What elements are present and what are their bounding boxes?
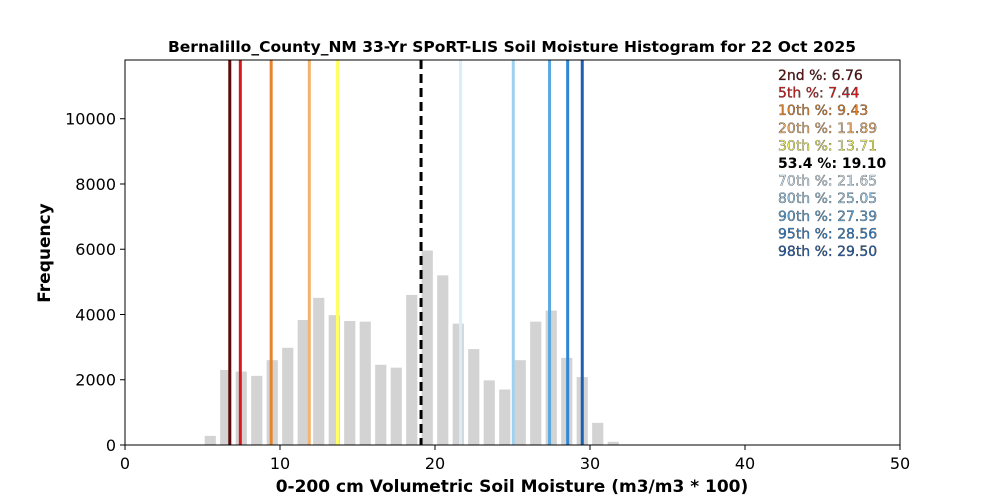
percentile-lines-layer [228,60,584,445]
y-tick-label: 6000 [75,240,116,259]
histogram-bar [468,349,480,445]
x-tick-label: 10 [270,454,290,473]
histogram-bar [530,321,542,445]
histogram-bar [297,320,309,445]
bars-layer [204,250,619,445]
percentile-legend-label: 20th %: 11.89 [778,121,877,137]
histogram-bar [390,367,402,445]
percentile-legend-label: 53.4 %: 19.10 [778,156,886,172]
histogram-bar [251,375,263,445]
x-axis-label: 0-200 cm Volumetric Soil Moisture (m3/m3… [276,477,749,497]
histogram-bar [437,275,449,445]
chart-title: Bernalillo_County_NM 33-Yr SPoRT-LIS Soi… [168,38,856,56]
y-tick-label: 4000 [75,305,116,324]
histogram-bar [220,369,232,445]
x-tick-label: 0 [120,454,130,473]
percentile-legend-label: 98th %: 29.50 [778,244,877,260]
y-tick-label: 2000 [75,371,116,390]
x-tick-label: 20 [425,454,445,473]
percentile-legend-label: 95th %: 28.56 [778,226,877,242]
percentile-legend-label: 10th %: 9.43 [778,103,868,119]
plot-frame [124,59,901,446]
percentile-legend-label: 90th %: 27.39 [778,209,877,225]
x-axis-ticks: 0 10 20 30 40 50 [120,445,910,473]
histogram-bar [359,321,371,445]
x-tick-label: 40 [735,454,755,473]
y-tick-label: 0 [106,436,116,455]
percentile-legend-label: 2nd %: 6.76 [778,68,863,84]
histogram-bar [499,389,511,445]
histogram-bar [313,297,325,445]
histogram-bar [483,380,495,445]
percentile-legend-label: 80th %: 25.05 [778,191,877,207]
y-tick-label: 10000 [65,110,116,129]
y-axis-label: Frequency [35,203,55,303]
histogram-bar [344,321,356,445]
histogram-bar [328,315,340,445]
histogram-bar [375,364,387,445]
histogram-bar [607,441,619,445]
histogram-bar [421,250,433,445]
y-tick-label: 8000 [75,175,116,194]
percentile-legend-label: 30th %: 13.71 [778,138,877,154]
histogram-bar [514,360,526,445]
y-axis-ticks: 0 2000 4000 6000 8000 10000 [65,110,125,455]
x-tick-label: 30 [580,454,600,473]
histogram-bar [452,323,464,445]
percentile-legend-label: 70th %: 21.65 [778,174,877,190]
x-tick-label: 50 [890,454,910,473]
histogram-bar [282,347,294,445]
histogram-bar [545,310,557,445]
histogram-bar [406,294,418,445]
histogram-bar [592,422,604,445]
percentile-legend-label: 5th %: 7.44 [778,86,859,102]
histogram-bar [204,435,216,445]
